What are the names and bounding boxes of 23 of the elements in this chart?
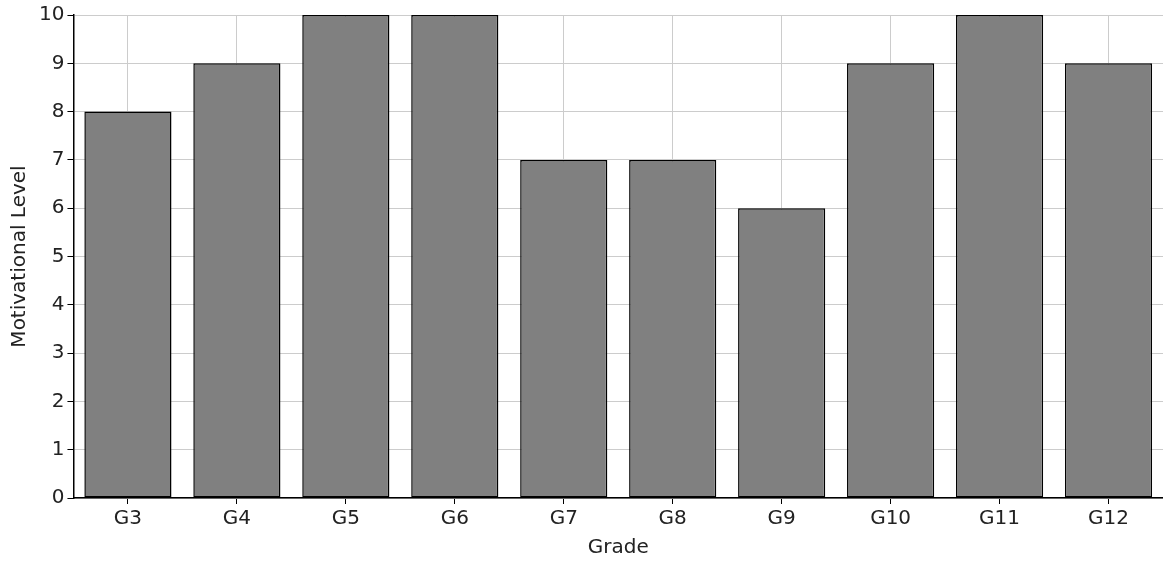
y-tick-label: 9 — [51, 49, 65, 74]
y-tick-label: 6 — [51, 194, 65, 219]
y-tick-label: 10 — [39, 1, 65, 26]
x-tick-label: G7 — [549, 505, 578, 530]
x-axis-title: Grade — [587, 534, 649, 559]
x-tick-label: G11 — [979, 505, 1021, 530]
x-tick-label: G4 — [222, 505, 251, 530]
y-tick-label: 7 — [51, 146, 65, 171]
y-tick-label: 0 — [51, 484, 65, 509]
y-tick-label: 8 — [51, 97, 65, 122]
x-tick-label: G3 — [113, 505, 143, 530]
x-tick-label: G6 — [440, 505, 469, 530]
y-tick-label: 1 — [51, 435, 65, 460]
y-axis-title: Motivational Level — [6, 165, 31, 348]
x-tick-label: G5 — [331, 505, 360, 530]
x-tick-label: G10 — [870, 505, 912, 530]
x-tick-label: G12 — [1088, 505, 1129, 530]
y-tick-label: 5 — [51, 242, 65, 267]
y-tick-label: 3 — [51, 339, 65, 364]
y-tick-label: 2 — [51, 387, 65, 412]
x-tick-label: G8 — [658, 505, 687, 530]
x-tick-label: G9 — [767, 505, 796, 530]
y-tick-label: 4 — [51, 291, 65, 315]
